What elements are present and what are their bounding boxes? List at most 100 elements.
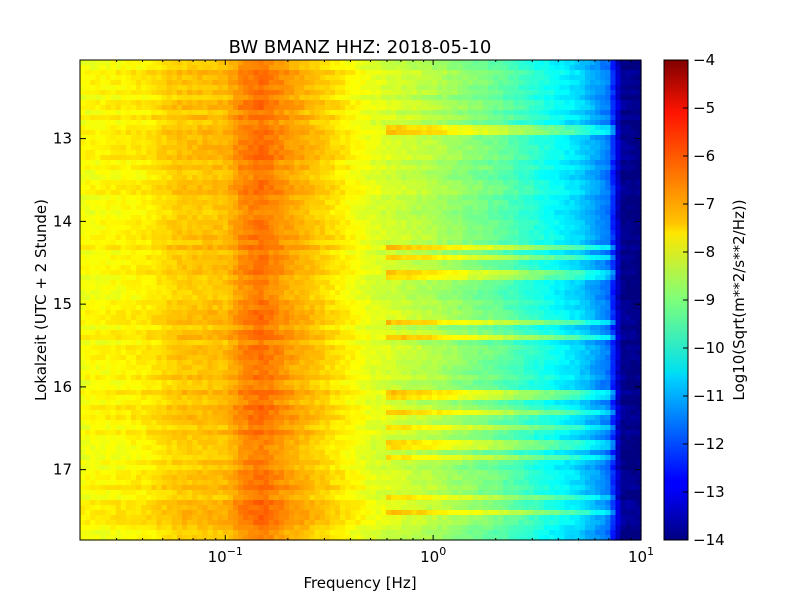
heatmap-cell xyxy=(355,115,362,121)
heatmap-cell xyxy=(610,140,617,146)
heatmap-cell xyxy=(533,175,540,181)
heatmap-cell xyxy=(166,130,173,136)
heatmap-cell xyxy=(482,135,489,141)
heatmap-cell xyxy=(472,155,479,161)
heatmap-cell xyxy=(625,235,632,241)
heatmap-cell xyxy=(426,225,433,231)
heatmap-cell xyxy=(335,240,341,246)
heatmap-cell xyxy=(620,215,627,221)
heatmap-cell xyxy=(248,215,254,221)
heatmap-cell xyxy=(482,260,489,266)
heatmap-cell xyxy=(503,245,509,251)
heatmap-cell xyxy=(85,280,91,286)
heatmap-cell xyxy=(396,270,402,276)
heatmap-cell xyxy=(401,275,407,281)
heatmap-cell xyxy=(243,280,249,286)
heatmap-cell xyxy=(125,275,132,281)
heatmap-cell xyxy=(533,250,540,256)
heatmap-cell xyxy=(380,260,387,266)
heatmap-cell xyxy=(238,230,244,236)
heatmap-cell xyxy=(600,130,606,136)
heatmap-cell xyxy=(319,210,326,216)
heatmap-cell xyxy=(635,65,642,71)
heatmap-cell xyxy=(416,210,423,216)
heatmap-cell xyxy=(549,240,555,246)
heatmap-cell xyxy=(284,255,290,261)
heatmap-cell xyxy=(243,190,249,196)
heatmap-cell xyxy=(396,65,402,71)
heatmap-cell xyxy=(161,255,168,261)
heatmap-cell xyxy=(355,210,362,216)
heatmap-cell xyxy=(324,195,331,201)
heatmap-cell xyxy=(574,75,581,81)
heatmap-cell xyxy=(289,235,295,241)
heatmap-cell xyxy=(314,80,321,86)
heatmap-cell xyxy=(452,280,458,286)
heatmap-cell xyxy=(90,155,96,161)
heatmap-cell xyxy=(345,195,351,201)
heatmap-cell xyxy=(182,120,188,126)
heatmap-cell xyxy=(554,200,560,206)
heatmap-cell xyxy=(600,125,606,131)
heatmap-cell xyxy=(559,275,566,281)
heatmap-cell xyxy=(630,145,637,151)
heatmap-cell xyxy=(462,250,469,256)
heatmap-cell xyxy=(258,205,265,211)
heatmap-cell xyxy=(335,75,341,81)
heatmap-cell xyxy=(467,130,474,136)
heatmap-cell xyxy=(299,240,305,246)
heatmap-cell xyxy=(625,220,632,226)
heatmap-cell xyxy=(498,200,504,206)
heatmap-cell xyxy=(625,105,632,111)
heatmap-cell xyxy=(120,160,127,166)
heatmap-cell xyxy=(340,90,346,96)
heatmap-cell xyxy=(396,165,402,171)
heatmap-cell xyxy=(125,190,132,196)
heatmap-cell xyxy=(437,275,443,281)
heatmap-cell xyxy=(258,215,265,221)
heatmap-cell xyxy=(559,185,566,191)
heatmap-cell xyxy=(278,125,285,131)
heatmap-cell xyxy=(340,175,346,181)
heatmap-cell xyxy=(238,245,244,251)
heatmap-cell xyxy=(284,85,290,91)
heatmap-cell xyxy=(263,70,270,76)
heatmap-cell xyxy=(227,80,234,86)
heatmap-cell xyxy=(335,225,341,231)
heatmap-cell xyxy=(605,200,611,206)
heatmap-cell xyxy=(569,65,576,71)
heatmap-cell xyxy=(462,125,469,131)
heatmap-cell xyxy=(141,245,147,251)
heatmap-cell xyxy=(243,270,249,276)
heatmap-cell xyxy=(579,215,586,221)
heatmap-cell xyxy=(431,195,438,201)
heatmap-cell xyxy=(329,105,336,111)
heatmap-cell xyxy=(595,260,601,266)
heatmap-cell xyxy=(467,95,474,101)
heatmap-cell xyxy=(635,180,642,186)
heatmap-cell xyxy=(431,80,438,86)
heatmap-cell xyxy=(131,95,137,101)
heatmap-cell xyxy=(508,185,515,191)
heatmap-cell xyxy=(462,230,469,236)
heatmap-cell xyxy=(513,245,520,251)
heatmap-cell xyxy=(294,275,300,281)
heatmap-cell xyxy=(273,90,280,96)
heatmap-cell xyxy=(207,270,214,276)
heatmap-cell xyxy=(477,160,484,166)
heatmap-cell xyxy=(564,240,571,246)
heatmap-cell xyxy=(610,105,617,111)
heatmap-cell xyxy=(416,225,423,231)
heatmap-cell xyxy=(95,250,101,256)
heatmap-cell xyxy=(227,125,234,131)
heatmap-cell xyxy=(90,110,96,116)
heatmap-cell xyxy=(319,160,326,166)
heatmap-cell xyxy=(340,170,346,176)
heatmap-cell xyxy=(80,150,86,156)
heatmap-cell xyxy=(503,105,509,111)
heatmap-cell xyxy=(95,255,101,261)
heatmap-cell xyxy=(472,115,479,121)
heatmap-cell xyxy=(482,245,489,251)
heatmap-cell xyxy=(569,265,576,271)
heatmap-cell xyxy=(227,275,234,281)
